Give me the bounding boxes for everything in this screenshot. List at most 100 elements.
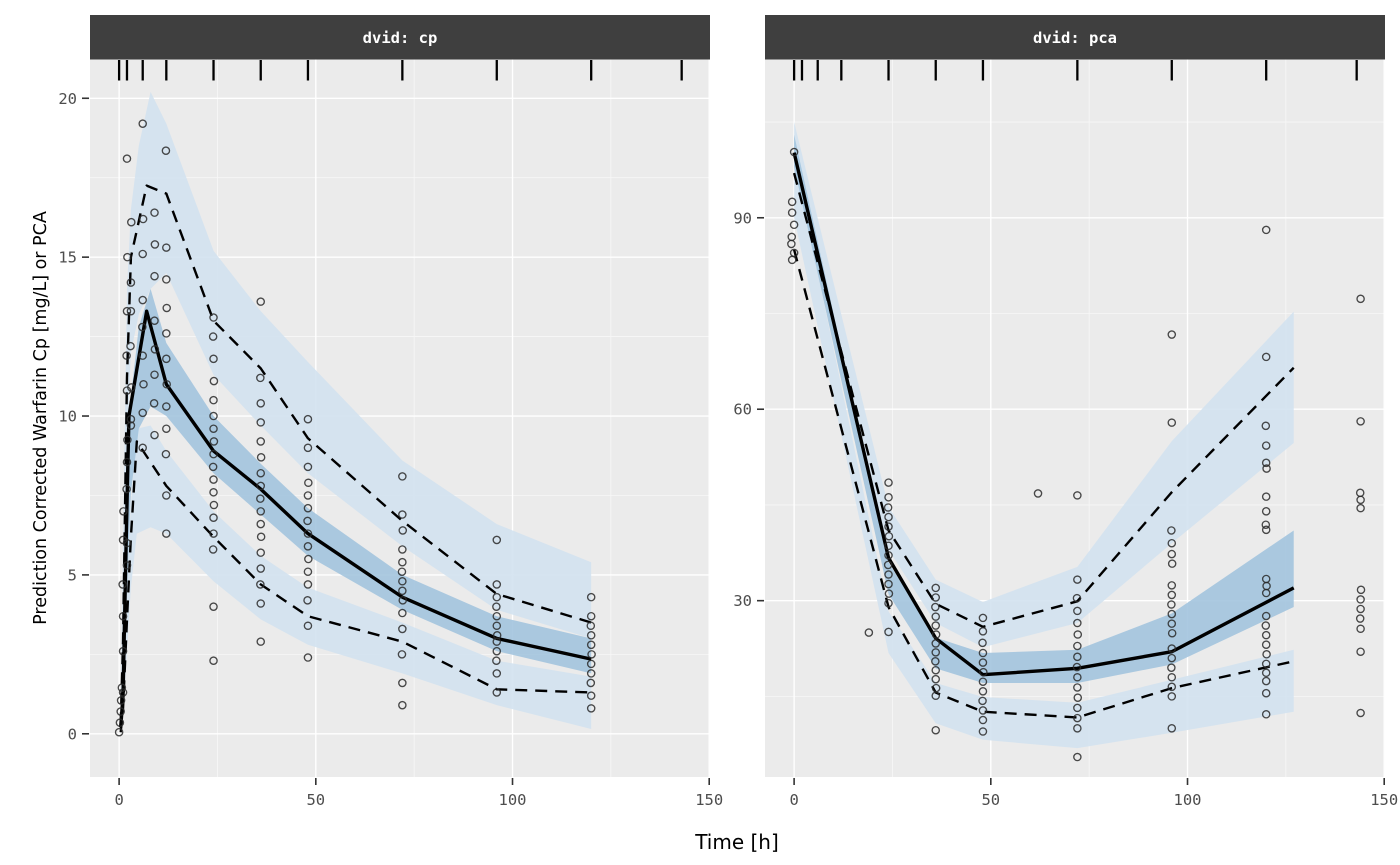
observed-point — [978, 613, 988, 623]
observed-point — [162, 379, 171, 389]
gridlines-major — [90, 59, 710, 777]
observed-point — [1261, 659, 1271, 669]
observed-point — [123, 435, 132, 445]
observed-point — [398, 596, 408, 605]
observed-point — [303, 596, 312, 605]
observed-point — [978, 715, 988, 725]
observed-point — [117, 683, 127, 692]
axis-cp: 0 50 100 150 0 5 10 15 20 — [58, 90, 723, 809]
observed-point — [118, 688, 128, 697]
observed-point — [884, 478, 893, 487]
observed-point — [208, 545, 218, 554]
observed-point — [209, 313, 218, 322]
observed-point — [1262, 650, 1271, 659]
line-median-observed — [118, 309, 592, 728]
observed-point — [209, 411, 218, 421]
observed-point — [122, 561, 132, 570]
observed-point — [162, 354, 171, 364]
observed-point — [789, 220, 799, 230]
observed-point — [139, 379, 148, 389]
observed-point — [1073, 630, 1083, 639]
facet-strip-bg — [90, 15, 710, 60]
observed-point — [126, 306, 136, 316]
observed-point — [586, 592, 596, 602]
observed-point — [116, 707, 125, 716]
observed-point — [122, 484, 131, 494]
observed-point — [492, 580, 502, 589]
observed-point — [256, 564, 266, 573]
observed-point — [586, 669, 596, 678]
observed-point — [492, 621, 502, 631]
observed-point — [1261, 630, 1271, 640]
observed-point — [1167, 682, 1177, 692]
observed-points — [114, 119, 596, 737]
observed-point — [1261, 352, 1271, 362]
line-percentile-95-observed — [119, 184, 592, 725]
observed-point — [256, 532, 266, 542]
observed-point — [256, 437, 266, 446]
observed-point — [1167, 628, 1177, 638]
observed-point — [256, 637, 266, 646]
facet-strip-label: dvid: pca — [1033, 29, 1117, 47]
x-tick-label: 0 — [789, 791, 798, 809]
observed-point — [884, 551, 893, 560]
observed-point — [931, 621, 941, 630]
rug-marks — [117, 60, 683, 81]
observed-point — [303, 621, 313, 631]
observed-point — [150, 240, 160, 249]
observed-point — [978, 658, 988, 667]
observed-point — [303, 462, 313, 472]
observed-point — [884, 579, 893, 589]
facet-strip-pca: dvid: pca — [765, 15, 1385, 60]
rug-marks — [792, 60, 1358, 81]
observed-point — [492, 631, 502, 640]
x-tick-label: 0 — [114, 791, 123, 809]
observed-point — [398, 608, 407, 618]
observed-point — [884, 512, 893, 522]
observed-point — [138, 214, 148, 224]
observed-point — [1356, 294, 1365, 304]
observed-point — [150, 316, 159, 325]
observed-point — [150, 370, 159, 379]
observed-point — [931, 583, 941, 593]
observed-point — [978, 706, 988, 715]
observed-point — [1356, 495, 1365, 505]
observed-point — [398, 557, 407, 567]
y-tick-label: 5 — [68, 566, 77, 584]
observed-point — [138, 351, 147, 360]
observed-point — [492, 602, 501, 611]
observed-point — [256, 599, 266, 608]
observed-point — [209, 513, 218, 522]
observed-point — [122, 351, 131, 360]
observed-point — [256, 373, 265, 383]
observed-point — [586, 621, 596, 631]
panel-cp: dvid: cp 0 50 100 150 0 5 10 15 20 — [58, 15, 723, 809]
observed-point — [1356, 417, 1365, 426]
axis-pca: 0 50 100 150 30 60 90 — [733, 209, 1398, 809]
observed-point — [978, 696, 987, 706]
observed-point — [492, 656, 501, 665]
observed-point — [1262, 464, 1271, 473]
observed-point — [1356, 647, 1365, 657]
observed-point — [492, 688, 502, 697]
observed-point — [1167, 581, 1177, 590]
observed-point — [1167, 653, 1177, 663]
observed-point — [1261, 588, 1271, 598]
observed-point — [208, 462, 218, 472]
observed-point — [1261, 525, 1271, 535]
observed-point — [1073, 672, 1082, 682]
observed-point — [1261, 668, 1271, 678]
observed-point — [1167, 549, 1177, 559]
observed-point — [1073, 724, 1082, 733]
observed-point — [209, 529, 218, 538]
observed-point — [209, 376, 219, 386]
observed-point — [931, 593, 941, 602]
observed-point — [1261, 688, 1271, 698]
observed-point — [586, 704, 596, 713]
observed-point — [1167, 609, 1177, 619]
observed-point — [162, 243, 171, 252]
observed-point — [303, 529, 313, 538]
observed-point — [1073, 491, 1082, 500]
